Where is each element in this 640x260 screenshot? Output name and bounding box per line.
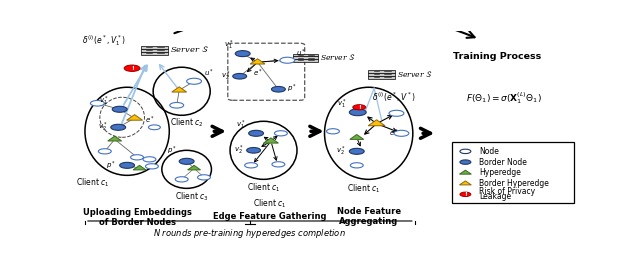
Text: Hyperedge: Hyperedge (479, 168, 521, 177)
Circle shape (326, 129, 339, 134)
Text: Leakage: Leakage (479, 192, 511, 201)
FancyBboxPatch shape (293, 59, 318, 62)
Text: Training Process: Training Process (452, 52, 541, 61)
Circle shape (280, 57, 295, 63)
Circle shape (246, 147, 260, 153)
FancyArrowPatch shape (174, 6, 475, 38)
FancyBboxPatch shape (452, 142, 573, 203)
Text: $e^*$: $e^*$ (145, 115, 156, 126)
Text: Node Feature
Aggregating: Node Feature Aggregating (337, 207, 401, 226)
Circle shape (248, 130, 264, 136)
Circle shape (272, 162, 285, 167)
Circle shape (460, 160, 471, 164)
Text: $e^*$: $e^*$ (253, 68, 263, 79)
Circle shape (198, 175, 211, 180)
FancyBboxPatch shape (228, 43, 305, 100)
Circle shape (353, 105, 365, 110)
Circle shape (389, 110, 404, 116)
Text: $v_2^*$: $v_2^*$ (97, 121, 108, 134)
Text: Client $c_1$: Client $c_1$ (253, 197, 287, 210)
Text: $e^*$: $e^*$ (389, 127, 399, 139)
Text: $v_2^*$: $v_2^*$ (221, 70, 231, 83)
Text: Risk of Privacy: Risk of Privacy (479, 187, 536, 196)
Text: $v_2^*$: $v_2^*$ (234, 144, 244, 157)
Circle shape (99, 149, 111, 154)
Text: !: ! (131, 66, 134, 71)
FancyBboxPatch shape (368, 73, 395, 76)
Circle shape (394, 130, 409, 136)
Polygon shape (172, 87, 187, 92)
Circle shape (460, 149, 471, 154)
Text: $u^*$: $u^*$ (296, 47, 307, 58)
Text: Node: Node (479, 147, 499, 156)
FancyBboxPatch shape (141, 46, 168, 49)
FancyBboxPatch shape (141, 49, 168, 52)
Circle shape (244, 163, 257, 168)
FancyBboxPatch shape (293, 54, 318, 56)
Circle shape (124, 65, 140, 72)
Text: $p^*$: $p^*$ (166, 145, 177, 157)
Polygon shape (108, 136, 122, 141)
Circle shape (143, 157, 156, 162)
Polygon shape (250, 59, 265, 64)
Text: $v_1^*$: $v_1^*$ (99, 95, 109, 108)
Circle shape (187, 78, 202, 84)
Text: $\delta^{(l)}(e^*, V^*)$: $\delta^{(l)}(e^*, V^*)$ (372, 90, 416, 104)
Polygon shape (368, 120, 385, 126)
Polygon shape (188, 165, 200, 170)
Circle shape (179, 158, 194, 164)
Circle shape (148, 125, 161, 130)
Text: Client $c_1$: Client $c_1$ (247, 181, 280, 194)
Polygon shape (127, 115, 143, 120)
Circle shape (145, 164, 158, 169)
Polygon shape (460, 170, 471, 174)
Polygon shape (460, 181, 471, 185)
Text: $\delta^{(l)}(e^*, V_1^*)$: $\delta^{(l)}(e^*, V_1^*)$ (83, 33, 126, 48)
Text: $F(\Theta_1) = \sigma(\mathbf{X}_1^{(L)}\Theta_1)$: $F(\Theta_1) = \sigma(\mathbf{X}_1^{(L)}… (466, 90, 542, 106)
Circle shape (233, 73, 246, 79)
Text: Border Hyperedge: Border Hyperedge (479, 179, 549, 188)
Text: $p^*$: $p^*$ (287, 83, 298, 95)
Text: Uploading Embeddings
of Border Nodes: Uploading Embeddings of Border Nodes (83, 208, 191, 228)
Circle shape (131, 155, 143, 160)
Text: Server $\mathcal{S}$: Server $\mathcal{S}$ (170, 44, 209, 54)
Text: Client $c_1$: Client $c_1$ (76, 176, 109, 188)
Circle shape (275, 131, 287, 136)
Text: Client $c_3$: Client $c_3$ (175, 190, 209, 203)
Text: $u^*$: $u^*$ (204, 68, 214, 79)
Circle shape (349, 148, 364, 154)
Text: Border Node: Border Node (479, 158, 527, 167)
Text: !: ! (464, 192, 467, 197)
Circle shape (112, 106, 127, 112)
Text: $v_1^*$: $v_1^*$ (224, 39, 234, 52)
FancyBboxPatch shape (368, 70, 395, 73)
Polygon shape (133, 165, 146, 170)
Circle shape (460, 192, 471, 197)
Text: !: ! (358, 105, 361, 110)
Circle shape (170, 102, 184, 108)
Circle shape (236, 51, 250, 57)
Circle shape (349, 109, 366, 116)
FancyBboxPatch shape (293, 56, 318, 59)
Circle shape (111, 124, 125, 130)
Text: $v_2^*$: $v_2^*$ (336, 145, 346, 158)
Circle shape (90, 100, 104, 106)
Circle shape (120, 162, 134, 168)
Text: Server $\mathcal{S}$: Server $\mathcal{S}$ (397, 69, 433, 79)
Text: Client $c_1$: Client $c_1$ (347, 182, 381, 194)
Circle shape (350, 163, 364, 168)
Text: $N$ rounds pre-training hyperedges completion: $N$ rounds pre-training hyperedges compl… (154, 227, 346, 240)
Text: Server $\mathcal{S}$: Server $\mathcal{S}$ (319, 52, 355, 62)
FancyBboxPatch shape (368, 76, 395, 79)
FancyBboxPatch shape (141, 52, 168, 55)
Text: $p^*$: $p^*$ (106, 160, 116, 172)
Polygon shape (350, 134, 364, 139)
Circle shape (271, 87, 285, 92)
Text: Edge Feature Gathering: Edge Feature Gathering (213, 212, 326, 221)
Polygon shape (264, 138, 278, 143)
Circle shape (175, 177, 188, 182)
Text: Client $c_2$: Client $c_2$ (170, 116, 204, 128)
Text: $v_1^*$: $v_1^*$ (337, 98, 347, 111)
Text: $v_1^*$: $v_1^*$ (236, 119, 246, 132)
